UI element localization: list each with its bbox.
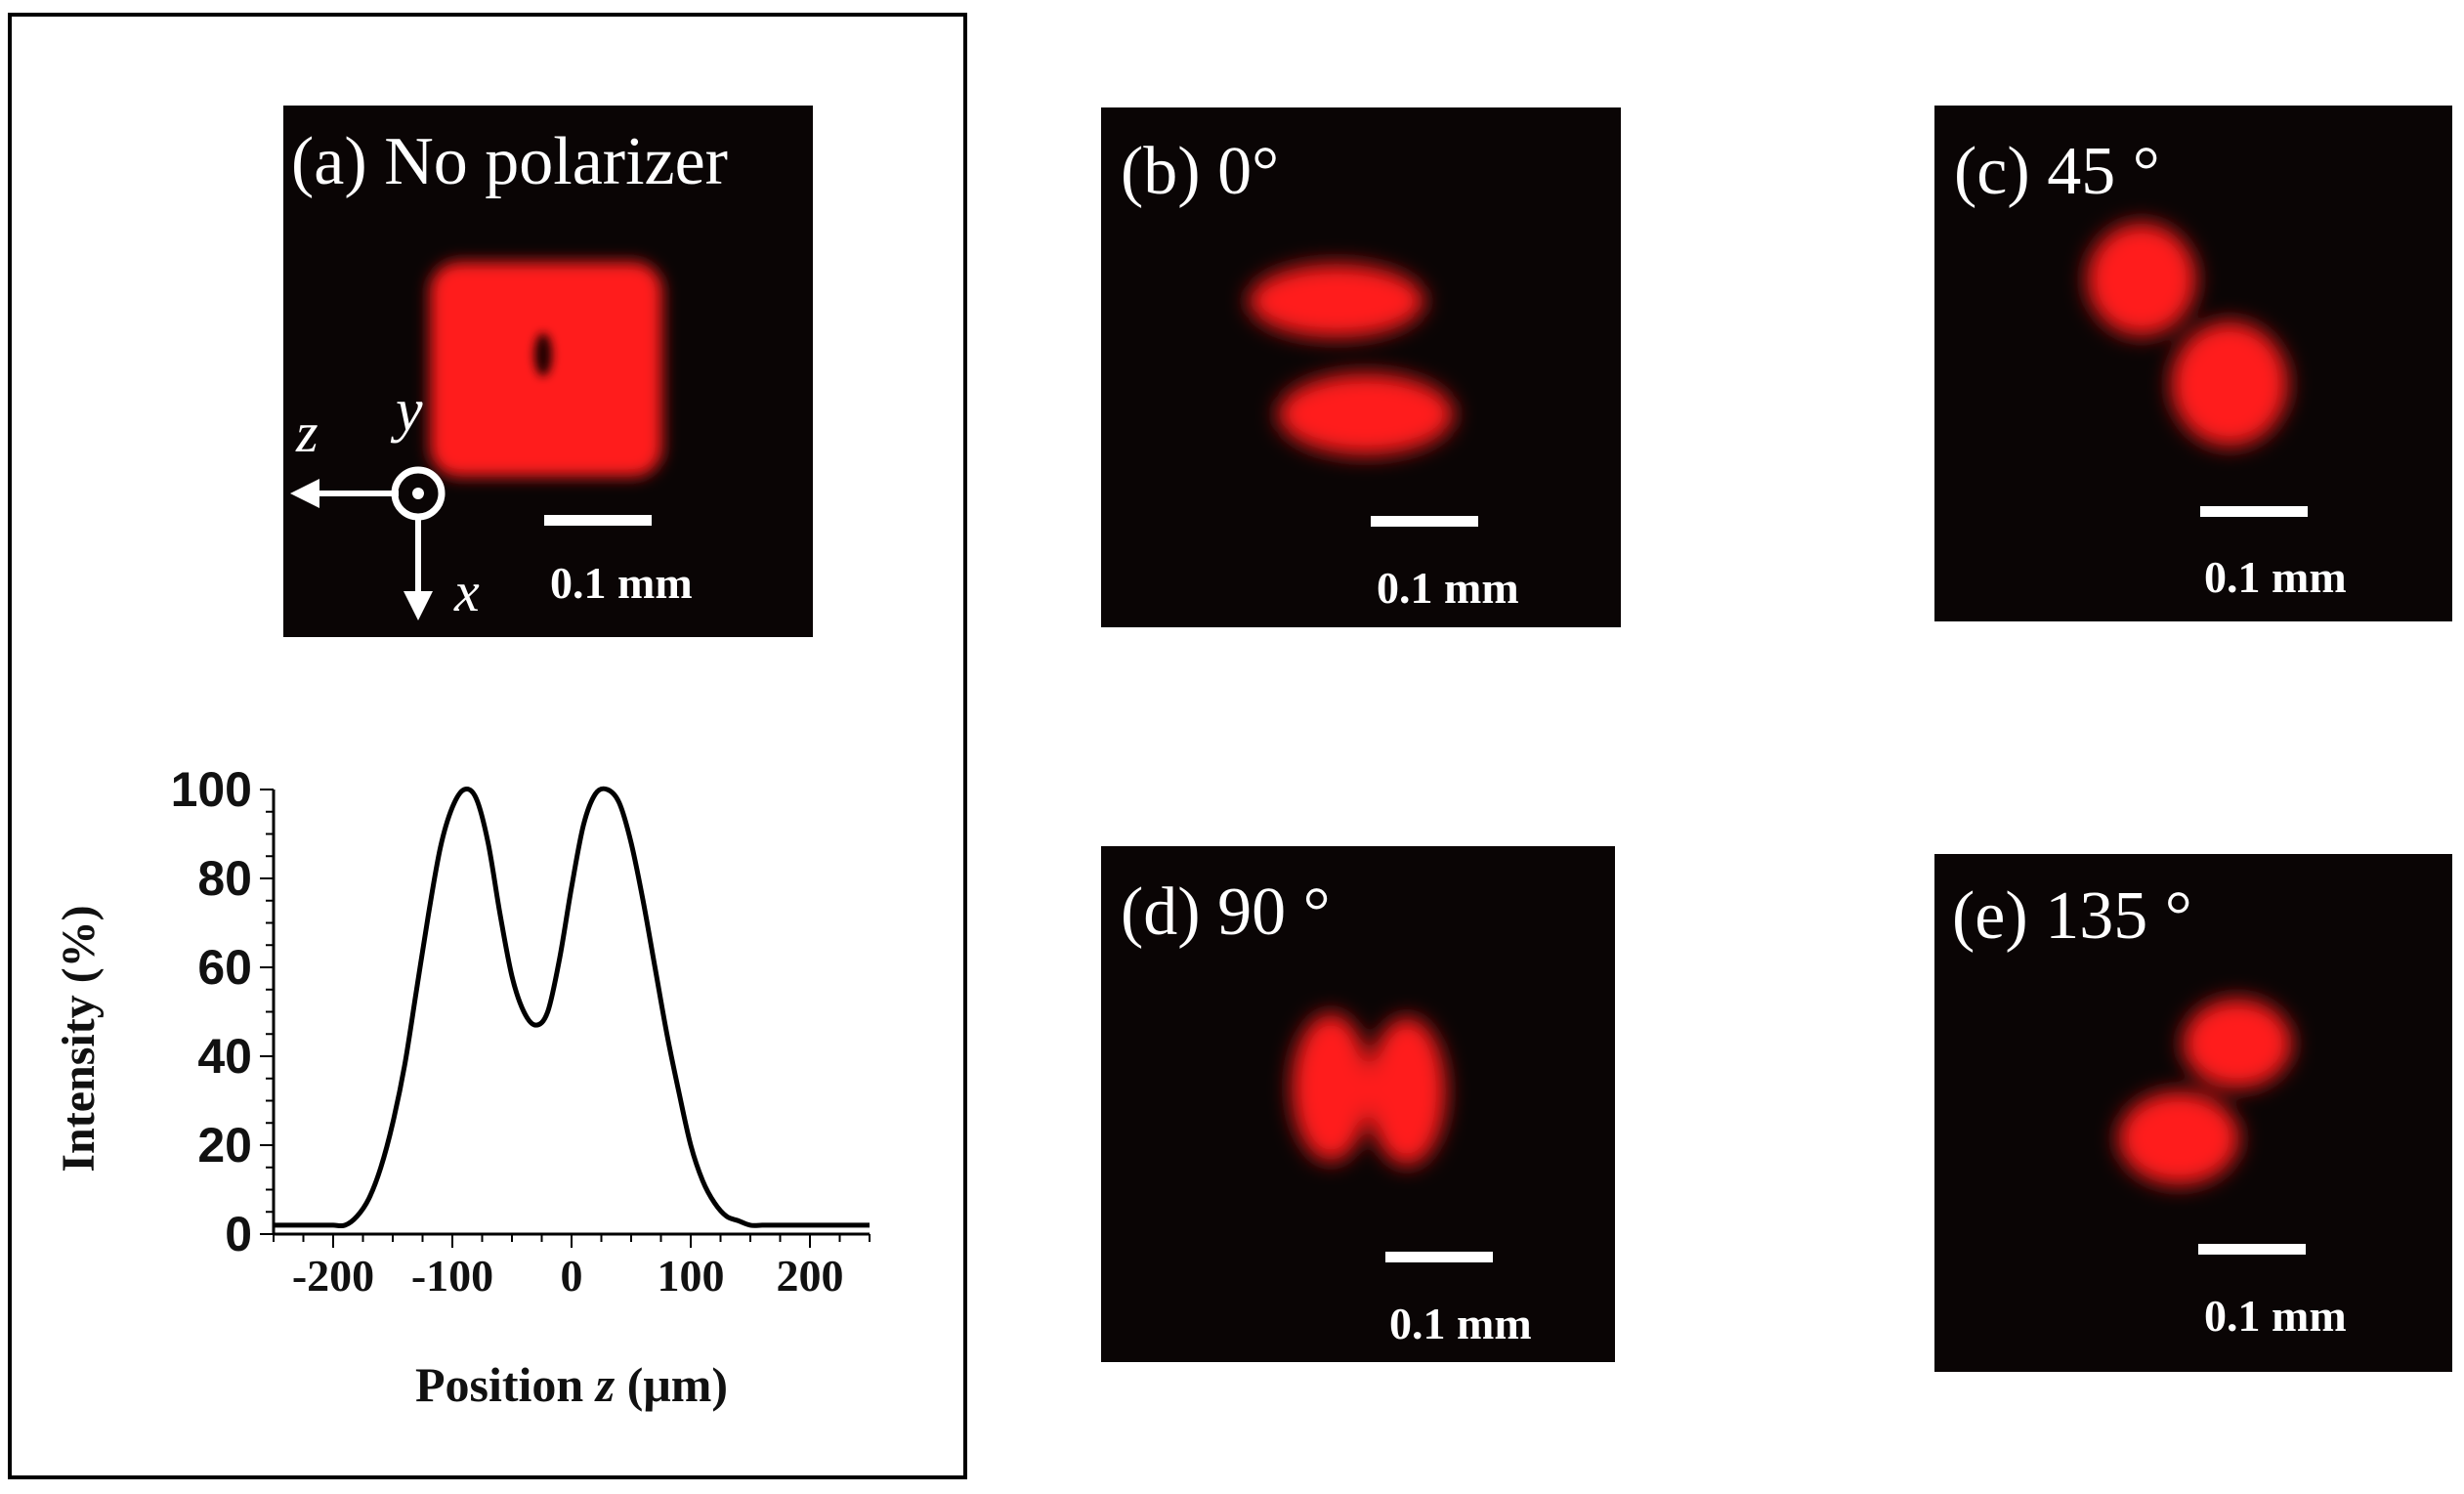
axes-indicator: z y x <box>290 377 480 623</box>
panel-b: (b) 0° 0.1 mm <box>1101 107 1621 627</box>
panel-b-scale-label: 0.1 mm <box>1377 563 1519 613</box>
y-tick-label: 40 <box>197 1029 252 1084</box>
y-tick-label: 0 <box>225 1207 252 1261</box>
x-tick-label: -100 <box>411 1251 493 1301</box>
panel-a-scale-label: 0.1 mm <box>550 558 693 608</box>
y-tick-label: 100 <box>171 762 252 817</box>
panel-e-scale-bar <box>2198 1244 2306 1255</box>
y-tick-label: 80 <box>197 851 252 906</box>
panel-d-scale-label: 0.1 mm <box>1389 1299 1532 1348</box>
x-tick-label: 100 <box>658 1251 725 1301</box>
intensity-profile-line <box>274 786 870 1229</box>
panel-d-beam <box>1292 1013 1446 1166</box>
panel-a: (a) No polarizer z y x 0.1 mm <box>283 106 813 637</box>
x-axis: -200 -100 0 100 200 <box>273 1232 871 1301</box>
y-tick-label: 60 <box>197 940 252 995</box>
axis-letter-y: y <box>390 377 423 444</box>
panel-e-beam <box>2118 999 2292 1185</box>
panel-d-scale-bar <box>1385 1252 1493 1262</box>
x-tick-label: 0 <box>561 1251 583 1301</box>
left-panel-frame <box>8 13 967 1479</box>
panel-a-title: (a) No polarizer <box>291 124 728 199</box>
panel-e: (e) 135 ° 0.1 mm <box>1934 854 2452 1372</box>
panel-d-title: (d) 90 ° <box>1121 875 1331 950</box>
panel-b-scale-bar <box>1371 516 1478 527</box>
panel-a-center-dark-spot <box>534 333 552 376</box>
x-tick-label: -200 <box>292 1251 374 1301</box>
panel-e-scale-label: 0.1 mm <box>2204 1291 2347 1341</box>
y-axis-out-of-plane-icon <box>391 466 446 521</box>
intensity-profile-chart: 0 20 40 60 80 100 -200 -100 0 100 200 Intensity (… <box>53 762 871 1412</box>
panel-d: (d) 90 ° 0.1 mm <box>1101 846 1615 1362</box>
panel-b-title: (b) 0° <box>1121 134 1279 209</box>
y-tick-label: 20 <box>197 1118 252 1173</box>
y-axis-title: Intensity (%) <box>53 905 105 1172</box>
panel-c: (c) 45 ° 0.1 mm <box>1934 106 2452 621</box>
axis-letter-z: z <box>295 401 319 464</box>
y-axis: 0 20 40 60 80 100 <box>171 762 276 1261</box>
x-axis-title: Position z (μm) <box>415 1357 728 1412</box>
panel-c-beam <box>2087 223 2288 447</box>
panel-c-scale-label: 0.1 mm <box>2204 552 2347 602</box>
y-axis-dot-icon <box>412 488 424 499</box>
panel-c-scale-bar <box>2200 506 2308 517</box>
panel-c-title: (c) 45 ° <box>1954 134 2160 209</box>
panel-e-title: (e) 135 ° <box>1952 878 2192 954</box>
panel-b-beam <box>1249 264 1454 455</box>
axis-letter-x: x <box>453 560 480 623</box>
x-tick-label: 200 <box>777 1251 844 1301</box>
panel-a-scale-bar <box>544 515 652 526</box>
panel-b-background <box>1101 107 1621 627</box>
